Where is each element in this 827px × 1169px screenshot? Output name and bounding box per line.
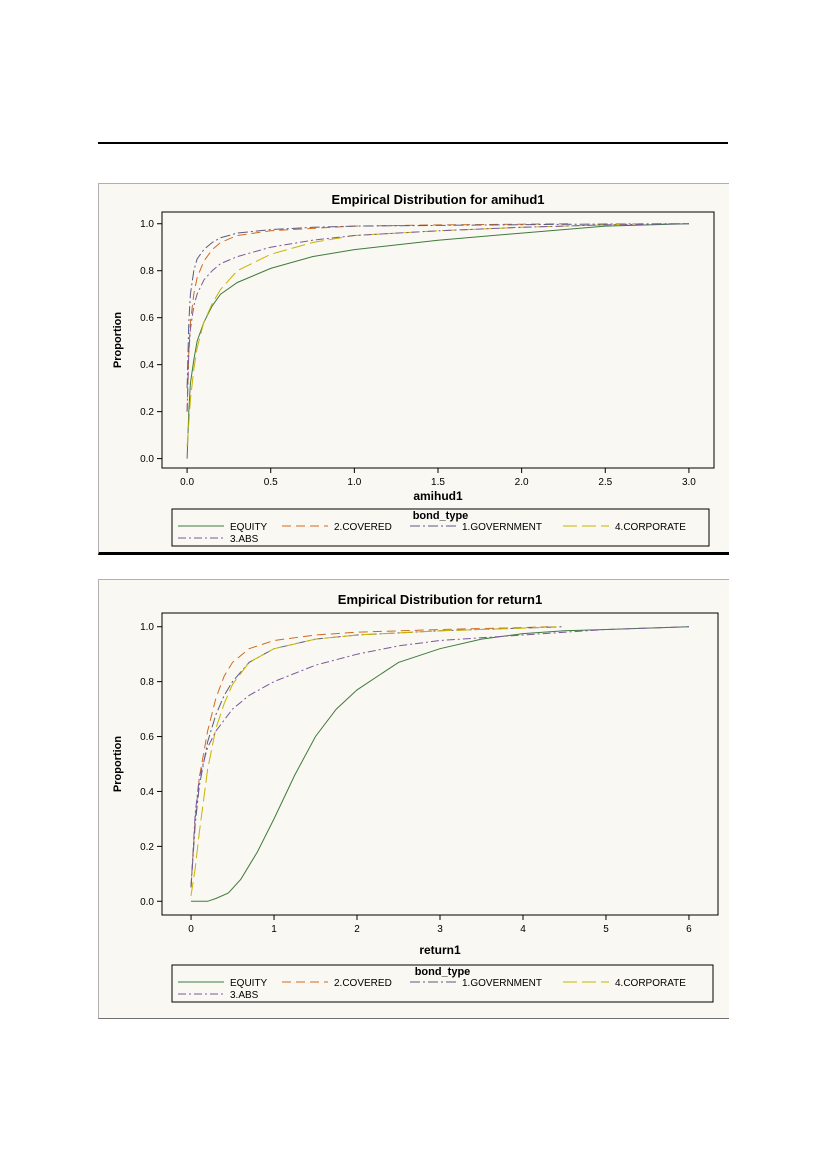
series-line-3-abs <box>190 626 690 888</box>
y-tick-label: 1.0 <box>140 622 154 633</box>
legend-box <box>171 508 710 547</box>
x-tick-label: 2.0 <box>515 477 529 488</box>
legend-label-1-government: 1.GOVERNMENT <box>462 978 542 989</box>
chart-amihud1: Empirical Distribution for amihud1 0.0 0.2… <box>112 192 715 547</box>
series-line-2-covered <box>190 626 548 888</box>
y-tick-label: 0.6 <box>140 732 154 743</box>
x-tick-label: 2 <box>354 924 360 935</box>
y-axis-label: Proportion <box>112 312 124 368</box>
series-line-equity <box>191 626 690 902</box>
chart-return1: Empirical Distribution for return1 0.0 0.2… <box>112 592 719 1003</box>
x-tick-label: 3.0 <box>682 477 696 488</box>
top-rule <box>98 142 728 144</box>
legend-title: bond_type <box>415 966 471 978</box>
y-tick-label: 0.4 <box>140 360 154 371</box>
x-tick-label: 0.5 <box>264 477 278 488</box>
legend-label-4-corporate: 4.CORPORATE <box>615 522 686 533</box>
legend-label-2-covered: 2.COVERED <box>334 522 392 533</box>
legend-label-equity: EQUITY <box>230 978 268 989</box>
y-tick-label: 0.2 <box>140 407 154 418</box>
series-line-3-abs <box>186 223 689 412</box>
y-tick-label: 0.2 <box>140 842 154 853</box>
x-tick-label: 1.0 <box>347 477 361 488</box>
x-tick-label: 1 <box>271 924 277 935</box>
chart-panel-return1: Empirical Distribution for return1 0.0 0.2… <box>98 579 729 1019</box>
series-line-equity <box>186 223 689 459</box>
y-tick-label: 0.8 <box>140 266 154 277</box>
legend-title: bond_type <box>413 510 469 522</box>
plot-frame <box>161 211 715 469</box>
legend-label-equity: EQUITY <box>230 522 268 533</box>
x-tick-label: 2.5 <box>598 477 612 488</box>
y-tick-label: 0.6 <box>140 313 154 324</box>
legend-label-4-corporate: 4.CORPORATE <box>615 978 686 989</box>
series-group <box>186 223 689 459</box>
x-tick-label: 4 <box>520 924 526 935</box>
x-tick-label: 0 <box>188 924 194 935</box>
x-tick-label: 1.5 <box>431 477 445 488</box>
legend-label-2-covered: 2.COVERED <box>334 978 392 989</box>
y-tick-label: 0.4 <box>140 787 154 798</box>
series-line-4-corporate <box>190 626 557 896</box>
x-axis-label: amihud1 <box>413 489 463 503</box>
chart-title: Empirical Distribution for amihud1 <box>331 192 544 207</box>
y-tick-label: 1.0 <box>140 219 154 230</box>
legend-label-3-abs: 3.ABS <box>230 990 259 1001</box>
x-tick-label: 5 <box>603 924 609 935</box>
x-axis-label: return1 <box>419 943 461 957</box>
y-tick-label: 0.0 <box>140 897 154 908</box>
series-line-1-government <box>186 223 689 389</box>
series-line-2-covered <box>186 223 572 412</box>
y-axis-label: Proportion <box>112 736 124 792</box>
y-tick-label: 0.0 <box>140 454 154 465</box>
chart-title: Empirical Distribution for return1 <box>338 592 542 607</box>
x-tick-label: 0.0 <box>180 477 194 488</box>
legend-box <box>171 964 714 1003</box>
series-group <box>190 626 690 902</box>
series-line-4-corporate <box>186 223 639 447</box>
chart-panel-amihud1: Empirical Distribution for amihud1 0.0 0.2… <box>98 183 729 555</box>
y-tick-label: 0.8 <box>140 677 154 688</box>
legend-label-3-abs: 3.ABS <box>230 534 259 545</box>
x-tick-label: 3 <box>437 924 443 935</box>
legend-label-1-government: 1.GOVERNMENT <box>462 522 542 533</box>
x-tick-label: 6 <box>686 924 692 935</box>
plot-frame <box>161 612 719 916</box>
